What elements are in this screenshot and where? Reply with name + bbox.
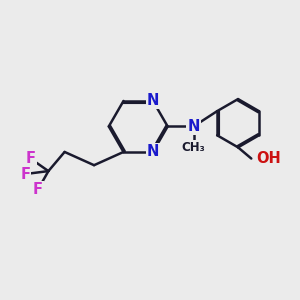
- Text: OH: OH: [256, 151, 281, 166]
- Text: CH₃: CH₃: [182, 141, 206, 154]
- Text: N: N: [147, 93, 159, 108]
- Text: N: N: [188, 119, 200, 134]
- Text: N: N: [147, 144, 159, 159]
- Text: F: F: [26, 151, 36, 166]
- Text: F: F: [20, 167, 30, 182]
- Text: F: F: [33, 182, 43, 197]
